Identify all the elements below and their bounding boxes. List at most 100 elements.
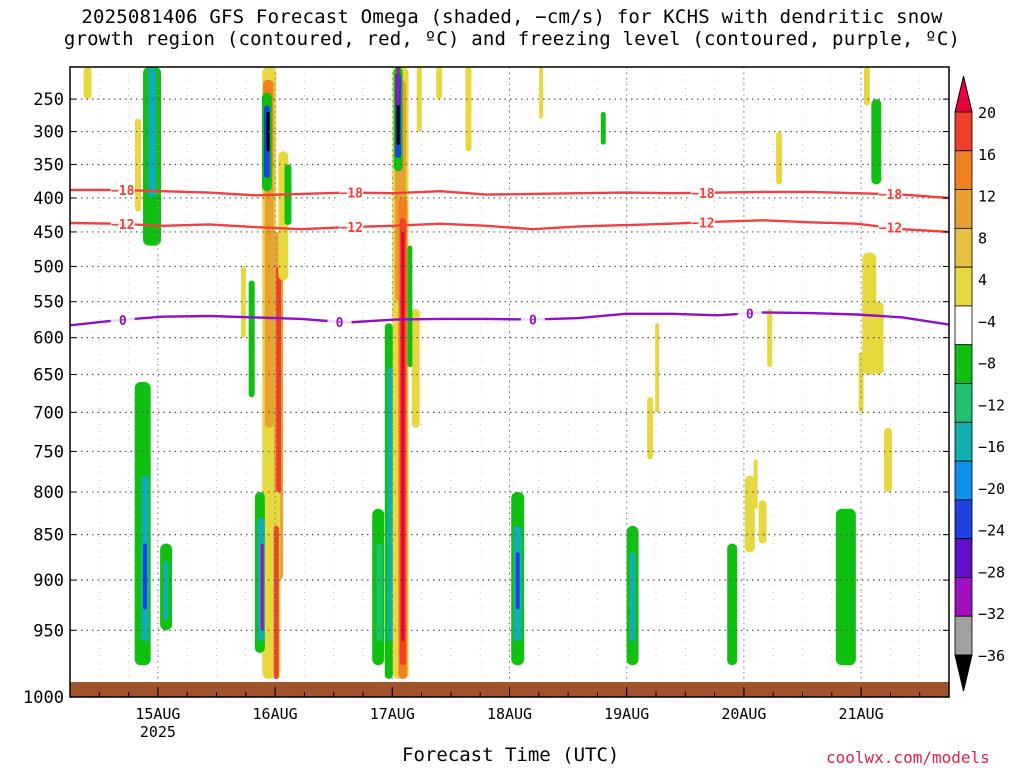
- contour-label: −12: [691, 216, 714, 231]
- contour-label: −18: [691, 187, 715, 202]
- colorbar-label: 8: [978, 229, 987, 247]
- omega-cell: [871, 99, 882, 185]
- colorbar-label: 12: [978, 188, 996, 206]
- x-tick-label: 15AUG: [135, 705, 180, 723]
- omega-cell: [539, 67, 544, 119]
- contour-label-bg: [110, 183, 135, 198]
- contour-label: −12: [879, 222, 902, 237]
- y-tick-label: 300: [33, 123, 64, 143]
- contour-label-bg: [110, 312, 135, 327]
- y-tick-label: 550: [33, 293, 64, 313]
- x-axis-title: Forecast Time (UTC): [402, 744, 620, 766]
- omega-cell: [727, 543, 738, 666]
- omega-cell: [273, 525, 279, 679]
- contour-label-bg: [327, 314, 352, 329]
- contour-label: −12: [111, 218, 134, 233]
- contour-label-bg: [339, 185, 364, 200]
- colorbar-swatch: [954, 266, 973, 307]
- contour-label-bg: [690, 215, 715, 230]
- y-tick-label: 250: [33, 90, 64, 110]
- omega-cell: [411, 308, 420, 428]
- colorbar-swatch: [954, 538, 973, 578]
- omega-cell: [148, 67, 157, 198]
- colorbar-label: −24: [978, 522, 1005, 540]
- colorbar-label: 4: [978, 271, 987, 289]
- credit-link[interactable]: coolwx.com/models: [826, 748, 990, 767]
- colorbar-swatch: [954, 577, 973, 617]
- contour-freezing-level: 0 0 0 0: [70, 306, 949, 331]
- colorbar-label: −8: [978, 355, 996, 373]
- omega-cell: [401, 231, 405, 642]
- x-tick-label: 20AUG: [721, 705, 766, 723]
- omega-cell: [163, 561, 169, 620]
- y-tick-label: 1000: [23, 688, 64, 708]
- contour-label-bg: [878, 187, 903, 202]
- y-tick-label: 350: [33, 156, 64, 176]
- colorbar-swatch: [954, 189, 973, 229]
- x-tick-label: 19AUG: [604, 705, 649, 723]
- chart-title-line-1: 2025081406 GFS Forecast Omega (shaded, −…: [81, 6, 943, 28]
- y-tick-label: 650: [33, 365, 64, 385]
- omega-cell: [260, 543, 264, 631]
- omega-cell: [758, 500, 767, 544]
- colorbar-swatch: [954, 421, 973, 462]
- omega-cell: [276, 266, 282, 493]
- y-tick-label: 950: [33, 621, 64, 641]
- colorbar-label: −4: [978, 313, 996, 331]
- omega-cell: [647, 397, 654, 460]
- omega-cell: [436, 67, 443, 100]
- colorbar-label: −12: [978, 396, 1005, 414]
- omega-cell: [396, 67, 400, 106]
- y-axis: 250 300 350 400 450 500 550 600 650 700 750 800 850 9…: [23, 90, 949, 708]
- contour-label-bg: [339, 220, 364, 235]
- omega-cell: [407, 245, 413, 368]
- chart-title: 2025081406 GFS Forecast Omega (shaded, −…: [0, 6, 1024, 50]
- colorbar-label: −28: [978, 563, 1005, 581]
- omega-cell: [835, 508, 856, 666]
- omega-cell: [629, 552, 636, 642]
- omega-cell: [376, 543, 383, 642]
- omega-cell: [240, 266, 246, 338]
- contour-line: [70, 311, 949, 327]
- omega-cell: [248, 280, 255, 398]
- omega-cell: [143, 543, 148, 610]
- omega-cell: [83, 67, 92, 100]
- contour-label-bg: [110, 217, 135, 232]
- colorbar-swatch: [954, 460, 973, 501]
- contour-label-bg: [737, 306, 762, 321]
- colorbar-top-arrow: [954, 75, 973, 113]
- colorbar-label: −20: [978, 480, 1005, 498]
- contour-label-bg: [520, 312, 545, 327]
- omega-cell: [416, 67, 422, 132]
- contour-label: 0: [119, 314, 127, 329]
- contour-label: −18: [111, 184, 135, 199]
- omega-cell: [600, 112, 606, 145]
- omega-cell: [862, 252, 877, 375]
- contour-label: 0: [746, 307, 754, 322]
- contour-label: 0: [336, 316, 344, 331]
- omega-cell: [515, 552, 520, 610]
- colorbar-swatch: [954, 305, 973, 346]
- omega-cell: [744, 475, 755, 553]
- omega-cell: [884, 427, 893, 493]
- colorbar-label: −32: [978, 605, 1005, 623]
- colorbar-swatch: [954, 227, 973, 268]
- y-tick-label: 400: [33, 189, 64, 209]
- colorbar-label: −36: [978, 647, 1005, 665]
- contour-label: −12: [340, 221, 363, 236]
- colorbar-label: 20: [978, 104, 996, 122]
- omega-cell: [134, 118, 141, 212]
- grid-lines: [69, 67, 950, 698]
- contour-label: −18: [340, 187, 364, 202]
- y-tick-label: 850: [33, 526, 64, 546]
- y-tick-label: 450: [33, 223, 64, 243]
- y-tick-label: 500: [33, 257, 64, 277]
- x-tick-label: 21AUG: [839, 705, 884, 723]
- y-tick-label: 900: [33, 571, 64, 591]
- omega-shading: [83, 67, 893, 679]
- colorbar-bottom-arrow: [954, 654, 973, 692]
- colorbar-swatch: [954, 150, 973, 190]
- omega-cell: [863, 67, 870, 106]
